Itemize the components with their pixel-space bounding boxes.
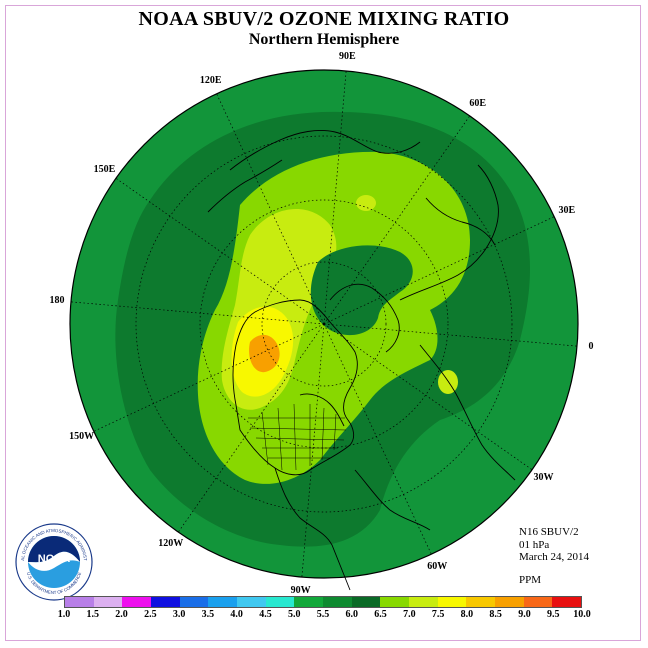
colorbar-cell — [351, 597, 381, 607]
colorbar-cell — [294, 597, 324, 607]
longitude-label: 180 — [49, 294, 65, 306]
colorbar-tick-label: 6.5 — [374, 609, 387, 620]
colorbar-cell — [122, 597, 152, 607]
longitude-label: 150W — [69, 431, 95, 443]
colorbar-tick-label: 5.0 — [287, 609, 301, 620]
ozone-low-center — [310, 245, 413, 336]
colorbar-cell — [437, 597, 467, 607]
level-label: 01 hPa — [519, 539, 550, 551]
longitude-label: 120E — [199, 75, 222, 87]
colorbar-tick-label: 8.0 — [460, 609, 474, 620]
longitude-label: 0 — [588, 341, 594, 353]
logo-center-text: NOAA — [38, 553, 70, 565]
longitude-label: 120W — [158, 537, 184, 549]
colorbar-cell — [495, 597, 524, 607]
longitude-label: 60E — [469, 98, 487, 110]
map-boundary — [69, 69, 579, 579]
graticule — [135, 135, 513, 513]
colorbar-cell — [93, 597, 123, 607]
colorbar-tick-label: 1.5 — [86, 609, 100, 620]
map-subtitle: Northern Hemisphere — [248, 31, 400, 48]
state-borders — [248, 403, 347, 471]
longitude-label: 60W — [427, 560, 448, 572]
ozone-field — [70, 70, 578, 578]
colorbar-cell — [151, 597, 180, 607]
ozone-blob-east — [356, 195, 376, 211]
date-label: March 24, 2014 — [519, 551, 589, 563]
longitude-label: 30W — [533, 471, 554, 483]
plot-frame — [5, 5, 641, 641]
colorbar-cell — [237, 597, 266, 607]
longitude-label: 150E — [93, 164, 116, 176]
colorbar-tick-label: 4.0 — [230, 609, 243, 620]
instrument-label: N16 SBUV/2 — [519, 526, 579, 538]
colorbar-tick-label: 2.0 — [115, 609, 128, 620]
ozone-blob-atlantic — [438, 370, 458, 394]
colorbar-tick-label: 2.5 — [144, 609, 157, 620]
colorbar-cell — [265, 597, 295, 607]
colorbar-cell — [380, 597, 410, 607]
units-label: PPM — [519, 574, 542, 586]
colorbar-tick-label: 5.5 — [316, 609, 330, 620]
longitude-label: 90E — [339, 51, 356, 63]
colorbar-tick-label: 3.0 — [172, 609, 186, 620]
colorbar-cell — [466, 597, 496, 607]
colorbar-tick-label: 7.0 — [403, 609, 416, 620]
colorbar-cell — [409, 597, 438, 607]
colorbar-cell — [552, 597, 582, 607]
colorbar-cell — [208, 597, 238, 607]
colorbar-tick-label: 4.5 — [259, 609, 272, 620]
colorbar-cell — [65, 597, 94, 607]
coastlines — [207, 129, 516, 591]
colorbar-cell — [323, 597, 352, 607]
colorbar — [64, 596, 582, 608]
colorbar-tick-label: 9.0 — [518, 609, 531, 620]
colorbar-tick-label: 7.5 — [431, 609, 445, 620]
colorbar-tick-label: 6.0 — [345, 609, 359, 620]
colorbar-cell — [523, 597, 553, 607]
colorbar-cell — [179, 597, 209, 607]
ozone-band-7.5 — [249, 334, 280, 373]
colorbar-tick-label: 1.0 — [57, 609, 71, 620]
longitude-label: 30E — [558, 204, 576, 216]
colorbar-tick-label: 10.0 — [573, 609, 591, 620]
longitude-label: 90W — [290, 584, 311, 596]
colorbar-tick-label: 9.5 — [546, 609, 560, 620]
map-title: NOAA SBUV/2 OZONE MIXING RATIO — [138, 8, 510, 30]
colorbar-tick-label: 8.5 — [489, 609, 502, 620]
colorbar-tick-label: 3.5 — [201, 609, 215, 620]
noaa-logo-icon: NOAA NATIONAL OCEANIC AND ATMOSPHERIC AD… — [14, 522, 93, 601]
